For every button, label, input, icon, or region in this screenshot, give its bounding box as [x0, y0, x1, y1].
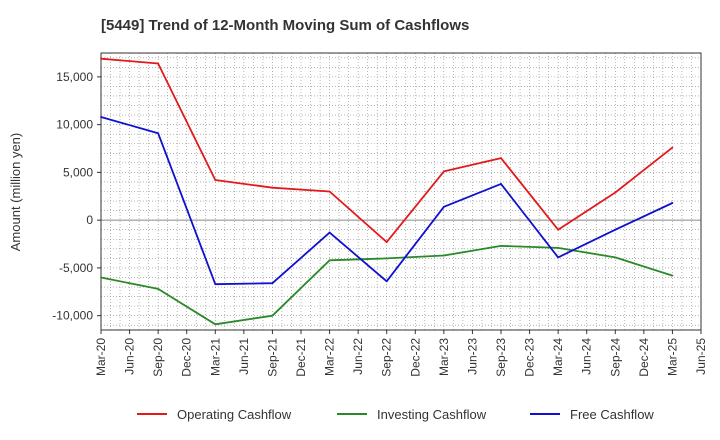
x-tick-label: Sep-20 [151, 338, 165, 377]
chart-title: [5449] Trend of 12-Month Moving Sum of C… [101, 17, 469, 34]
data-point [157, 62, 160, 65]
y-tick-label: 0 [86, 213, 93, 227]
data-point [500, 245, 502, 247]
legend: Operating Cashflow Investing Cashflow Free… [137, 407, 654, 422]
x-tick-label: Mar-21 [208, 338, 222, 376]
data-point [271, 282, 274, 285]
data-point [157, 132, 160, 135]
data-point [157, 288, 160, 290]
data-point [214, 283, 217, 286]
x-tick-label: Sep-21 [265, 338, 279, 377]
x-tick-label: Mar-23 [437, 338, 451, 376]
data-point [385, 241, 388, 244]
data-point [100, 276, 102, 279]
x-tick-label: Dec-21 [294, 338, 308, 377]
y-axis-label: Amount (million yen) [8, 133, 23, 252]
data-point [442, 254, 445, 257]
x-tick-label: Dec-22 [408, 338, 422, 377]
x-tick-label: Jun-20 [123, 338, 137, 375]
y-tick-label: 5,000 [63, 165, 93, 179]
data-point [671, 146, 674, 149]
y-tick-label: 10,000 [56, 118, 93, 132]
data-point [100, 57, 102, 60]
x-tick-label: Jun-24 [580, 338, 594, 375]
data-point [442, 170, 445, 173]
data-point [328, 231, 331, 234]
legend-label: Investing Cashflow [377, 407, 487, 422]
y-tick-label: -5,000 [59, 261, 93, 275]
data-point [671, 202, 674, 204]
data-point [500, 157, 502, 159]
x-tick-label: Sep-24 [608, 338, 622, 377]
x-tick-label: Mar-25 [665, 338, 679, 376]
data-point [271, 314, 274, 317]
data-point [385, 257, 388, 260]
data-point [100, 116, 102, 118]
y-tick-label: 15,000 [56, 70, 93, 84]
data-point [614, 256, 617, 259]
data-point [557, 246, 560, 249]
data-point [557, 256, 560, 259]
x-tick-label: Jun-21 [237, 338, 251, 375]
legend-label: Operating Cashflow [177, 407, 292, 422]
y-axis: 15,000 10,000 5,000 0 -5,000 -10,000 [52, 70, 101, 323]
data-point [671, 274, 674, 277]
data-point [214, 323, 217, 326]
x-tick-label: Dec-24 [637, 338, 651, 377]
data-point [271, 186, 274, 189]
x-tick-label: Dec-23 [523, 338, 537, 377]
legend-label: Free Cashflow [570, 407, 654, 422]
data-point [214, 179, 217, 181]
data-point [328, 190, 331, 193]
grid [101, 53, 701, 330]
x-tick-label: Dec-20 [180, 338, 194, 377]
x-tick-label: Jun-22 [351, 338, 365, 375]
series-group [100, 57, 674, 326]
x-tick-label: Sep-23 [494, 338, 508, 377]
data-point [442, 205, 445, 208]
data-point [328, 259, 331, 262]
data-point [500, 182, 502, 185]
y-tick-label: -10,000 [52, 309, 93, 323]
plot-frame [100, 52, 702, 331]
x-axis: Mar-20 Jun-20 Sep-20 Dec-20 Mar-21 Jun-21 Sep-… [94, 330, 708, 377]
x-tick-label: Mar-20 [94, 338, 108, 376]
x-tick-label: Mar-24 [551, 338, 565, 376]
data-point [557, 228, 560, 231]
x-tick-label: Sep-22 [380, 338, 394, 377]
data-point [614, 228, 617, 231]
data-point [385, 280, 388, 283]
x-tick-label: Jun-25 [694, 338, 708, 375]
x-tick-label: Jun-23 [465, 338, 479, 375]
data-point [614, 191, 617, 194]
x-tick-label: Mar-22 [323, 338, 337, 376]
